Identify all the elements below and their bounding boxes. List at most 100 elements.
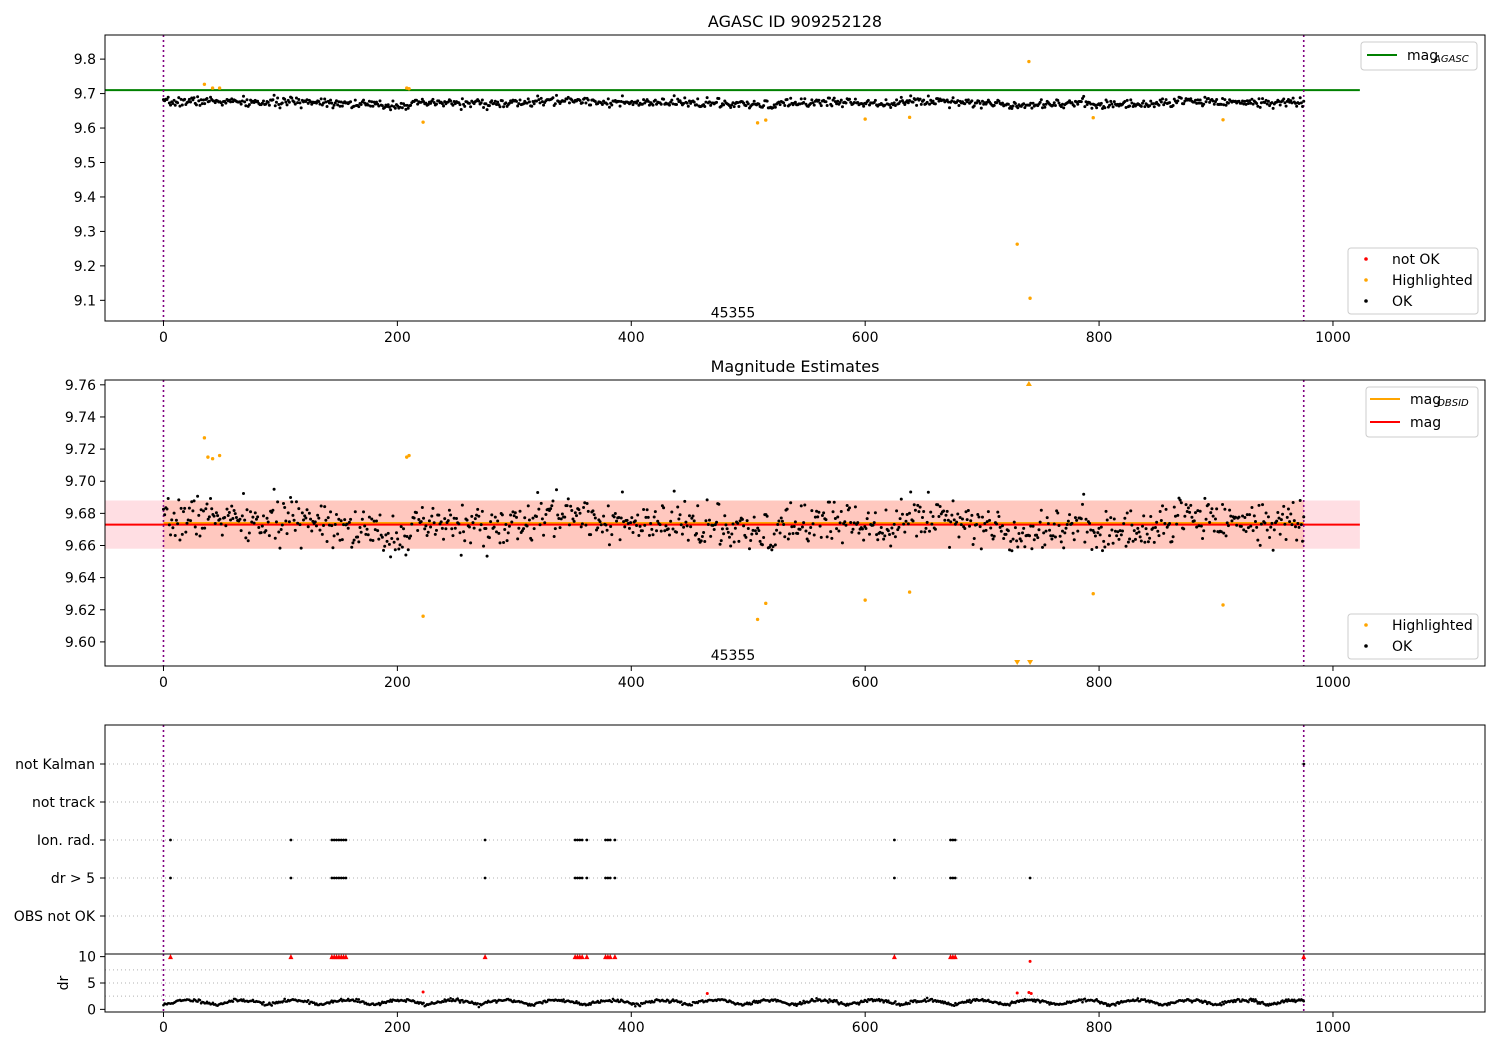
ok-point [177,96,181,100]
ok-point [1271,106,1275,110]
ok-point [1075,518,1079,522]
dr-ok-point [981,997,984,1001]
ok-point [239,102,243,106]
legend-label-not-ok: not OK [1392,252,1440,268]
ok-point [809,526,813,530]
ok-point [253,511,257,515]
ok-point [371,104,375,108]
ok-point [1097,526,1101,530]
ok-point [1256,104,1260,108]
flag-point [576,838,579,842]
legend-box [1347,247,1479,315]
ok-point [1022,526,1026,530]
ok-point [685,101,689,105]
ok-point [1040,545,1044,549]
dr-ok-point [1081,1000,1084,1004]
ok-point [525,524,529,528]
magnitude-estimates-panel: Magnitude Estimates 45355 0 200 400 600 800 1… [65,357,1486,691]
ok-point [393,548,397,552]
dr-ok-point [802,999,805,1003]
highlighted-point [421,614,425,618]
ok-point [782,522,786,526]
ok-point [809,102,813,106]
ok-point [667,103,671,107]
ok-point [631,103,635,107]
ok-point [467,101,471,105]
ok-point [626,521,630,525]
ok-point [649,522,653,526]
ok-point [1295,538,1299,542]
dr-ok-point [1080,998,1083,1001]
ok-point [912,503,916,507]
ok-point [203,526,207,530]
highlighted-point [202,82,207,86]
ok-point [296,101,300,105]
ok-point [1301,104,1305,108]
legend-label-mag: mag [1410,415,1441,431]
ok-point [332,534,336,538]
dr-ok-point [638,1004,642,1008]
flag-point [893,838,896,842]
dr-clipped-marker [612,954,618,960]
highlighted-point [217,86,222,90]
ok-point [951,499,955,503]
ok-point [840,105,844,109]
ok-point [662,97,666,101]
ok-point [676,97,680,101]
ok-point [1293,525,1297,529]
highlighted-point [863,117,867,121]
ok-point [498,541,502,545]
ok-point [1044,529,1048,533]
dr-ok-point [666,999,670,1002]
ok-point [1088,521,1092,525]
dr-ok-point [377,1001,381,1005]
ok-point [607,105,611,109]
ok-point [496,519,500,523]
flag-point [573,838,577,842]
ok-point [1237,515,1241,519]
ok-point [752,515,756,519]
ok-point [584,101,588,105]
ok-point [678,513,682,517]
ok-point [500,99,504,103]
ok-point [844,523,848,527]
ok-point [799,504,803,508]
agasc-points [161,59,1306,300]
highlighted-point [1015,242,1019,246]
dr-ok-point [1221,1000,1224,1004]
dr-ok-point [801,1002,804,1005]
dr-ok-point [191,999,195,1003]
ok-point [189,100,193,104]
ok-point [692,519,696,523]
dr-ok-point [616,998,619,1002]
ok-point [819,535,823,539]
ok-point [712,528,716,532]
ok-point [820,514,824,518]
ok-point [349,100,353,104]
ok-point [327,523,331,527]
ok-point [1195,101,1199,105]
flag-point [608,838,612,842]
ok-point [400,545,404,549]
ok-point [830,104,834,108]
ok-point [955,520,959,524]
ok-point [1281,512,1285,516]
ok-point [1130,101,1134,105]
ok-point [619,516,623,520]
dr-ok-point [923,998,927,1001]
dr-ok-point [442,1000,445,1004]
ok-point [978,101,982,105]
highlighted-point [202,436,207,440]
ok-point [1171,535,1175,539]
ok-point [635,101,639,105]
ok-point [951,96,955,100]
ok-point [792,525,796,529]
ok-point [713,523,717,527]
ok-point [285,532,289,536]
ok-point [264,102,268,106]
ok-point [405,103,409,107]
ok-point [904,519,908,523]
ok-point [171,526,175,530]
ok-point [326,516,330,520]
ok-point [851,527,855,531]
